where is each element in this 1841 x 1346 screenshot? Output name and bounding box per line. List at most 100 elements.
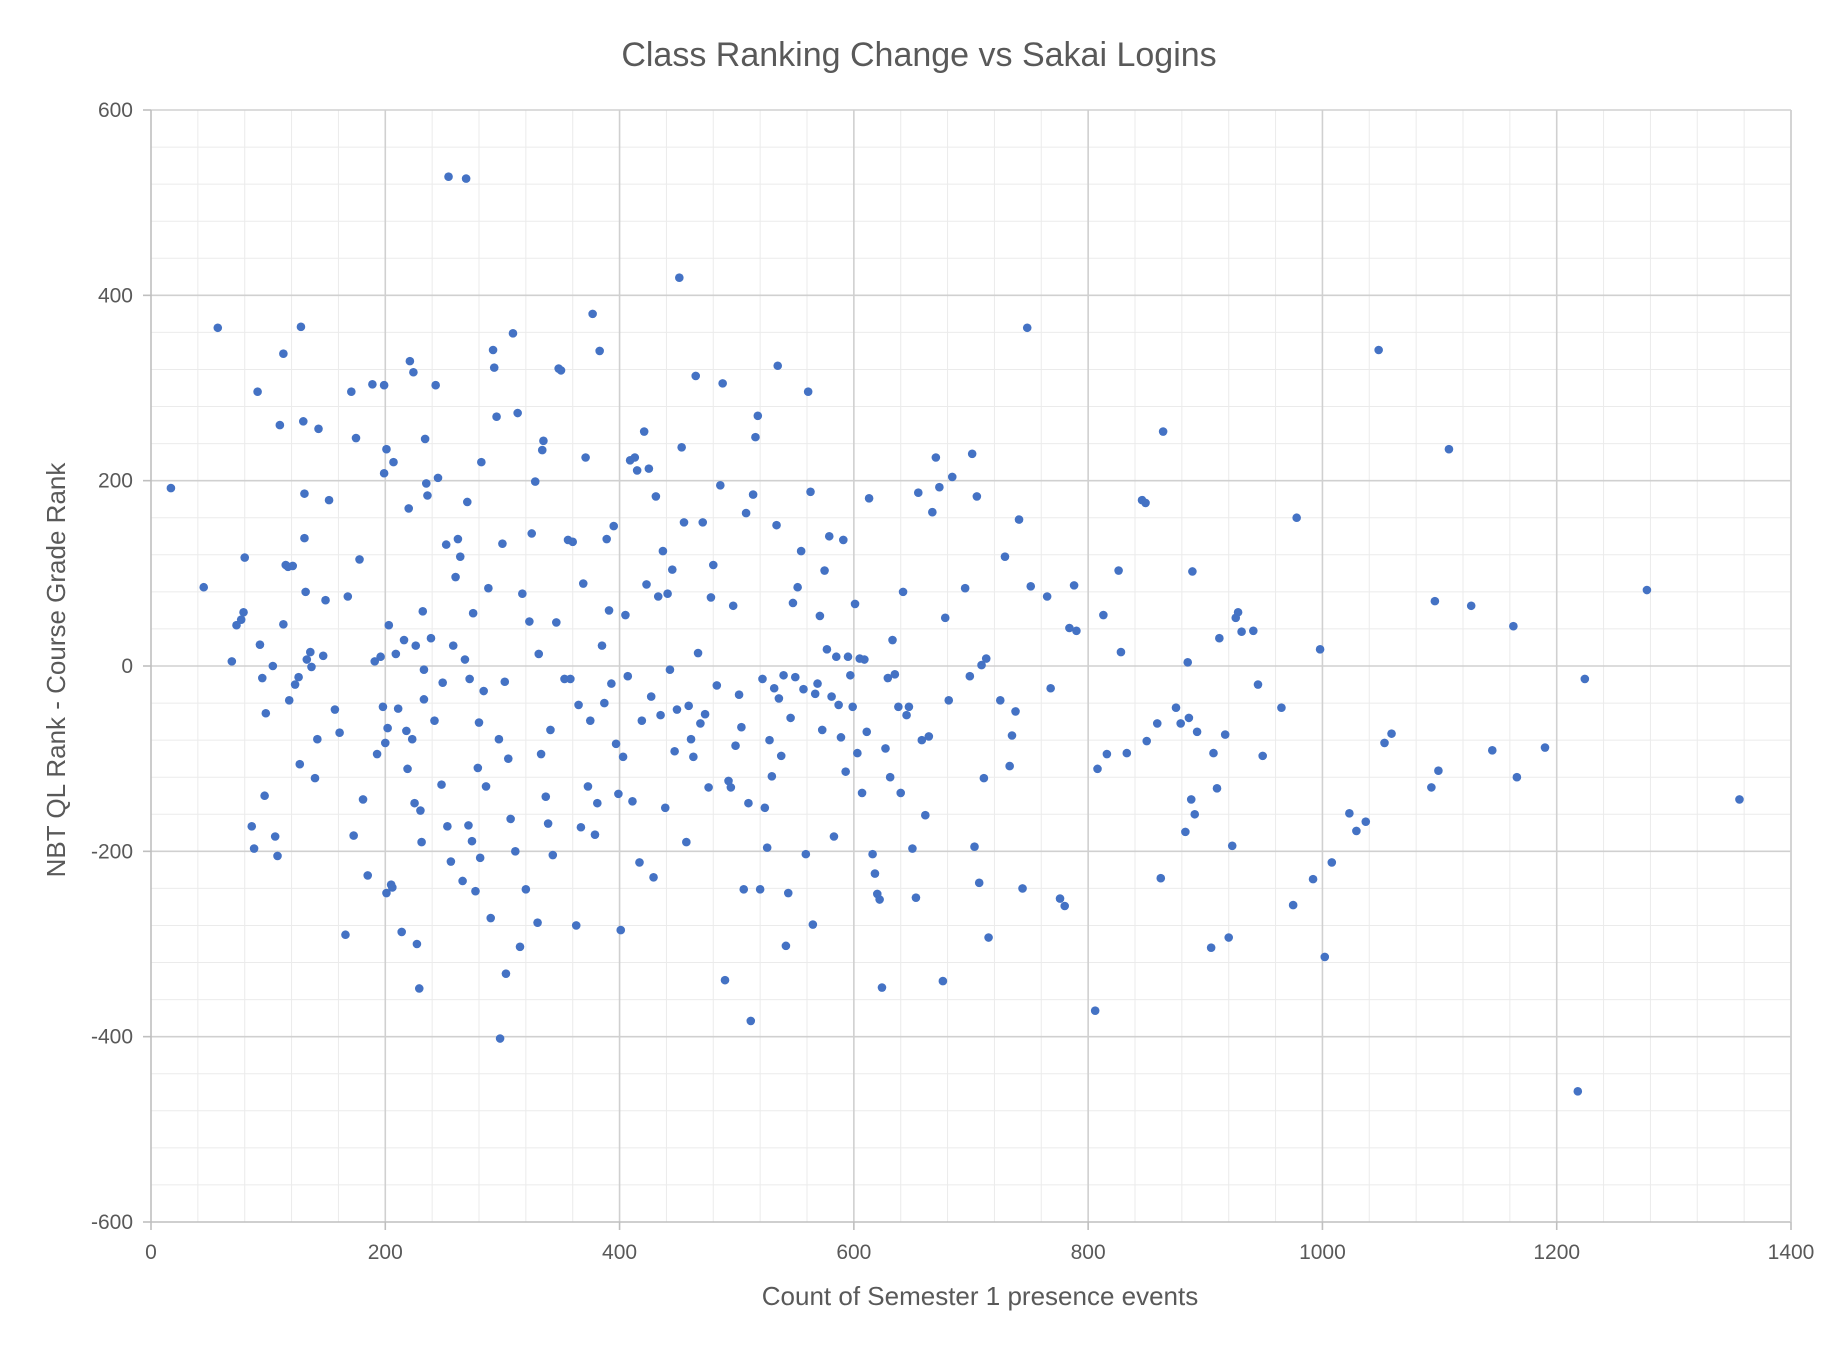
- data-point: [731, 741, 740, 750]
- data-point: [471, 886, 480, 896]
- data-point: [543, 819, 553, 828]
- data-point: [965, 671, 975, 681]
- data-point: [552, 618, 561, 627]
- y-tick-label: 200: [98, 470, 133, 493]
- data-point: [1224, 933, 1234, 942]
- data-point: [881, 744, 890, 753]
- data-point: [1361, 817, 1371, 826]
- data-point: [776, 751, 786, 761]
- data-point: [433, 473, 443, 483]
- data-point: [349, 831, 358, 840]
- data-point: [817, 725, 827, 735]
- data-point: [1308, 874, 1318, 884]
- data-point: [465, 674, 474, 684]
- data-point: [786, 713, 795, 723]
- y-tick-label: 0: [121, 655, 133, 678]
- data-point: [423, 491, 432, 500]
- data-point: [236, 615, 246, 624]
- data-point: [414, 984, 424, 993]
- data-point: [607, 679, 616, 688]
- data-point: [521, 885, 531, 894]
- data-point: [1014, 515, 1024, 524]
- data-point: [368, 379, 377, 389]
- data-point: [890, 670, 900, 679]
- data-point: [402, 726, 411, 736]
- data-point: [249, 844, 259, 853]
- data-point: [298, 417, 308, 426]
- data-point: [294, 672, 303, 682]
- data-point: [1206, 943, 1216, 953]
- data-point: [399, 635, 409, 645]
- data-point: [632, 466, 642, 475]
- data-point: [848, 702, 857, 712]
- data-point: [382, 444, 391, 454]
- data-point: [1215, 633, 1224, 643]
- data-point: [639, 427, 649, 436]
- data-point: [279, 349, 288, 359]
- data-point: [793, 582, 802, 592]
- data-point: [822, 645, 832, 654]
- major-gridlines: [151, 109, 1792, 1222]
- data-point: [260, 791, 269, 801]
- data-point: [917, 735, 927, 745]
- data-point: [363, 871, 373, 880]
- data-point: [616, 925, 626, 935]
- data-point: [455, 552, 465, 561]
- data-point: [600, 698, 609, 708]
- data-point: [1090, 1006, 1100, 1016]
- data-point: [718, 379, 727, 388]
- data-point: [574, 700, 583, 710]
- data-point: [691, 371, 701, 381]
- data-point: [1190, 809, 1200, 819]
- data-point: [813, 679, 822, 688]
- data-point: [781, 941, 791, 951]
- data-point: [397, 927, 406, 937]
- data-point: [1102, 749, 1112, 759]
- data-point: [1192, 727, 1202, 737]
- data-point: [1327, 858, 1337, 867]
- data-point: [970, 842, 979, 851]
- data-point: [924, 732, 934, 741]
- data-point: [441, 540, 451, 549]
- x-tick-label: 1000: [1299, 1241, 1346, 1264]
- data-point: [597, 641, 607, 650]
- data-point: [875, 895, 884, 904]
- data-point: [820, 566, 829, 575]
- data-point: [1573, 1087, 1583, 1096]
- data-point: [306, 647, 315, 657]
- data-point: [409, 367, 418, 377]
- data-point: [635, 858, 644, 867]
- data-point: [1116, 647, 1126, 657]
- data-point: [495, 1034, 505, 1043]
- data-point: [1114, 566, 1123, 575]
- data-point: [537, 445, 547, 455]
- data-point: [693, 648, 703, 658]
- data-point: [843, 652, 853, 662]
- data-point: [974, 878, 984, 888]
- y-tick-label: -400: [91, 1026, 133, 1049]
- data-point: [546, 725, 555, 735]
- data-point: [651, 492, 661, 501]
- data-point: [536, 749, 546, 759]
- data-point: [568, 537, 578, 547]
- data-point: [268, 661, 278, 671]
- data-point: [870, 869, 880, 878]
- data-point: [257, 673, 267, 683]
- data-point: [1427, 783, 1436, 792]
- data-point: [1487, 746, 1497, 755]
- data-point: [769, 683, 779, 693]
- data-point: [748, 490, 758, 499]
- data-point: [1183, 657, 1193, 667]
- data-point: [488, 345, 498, 355]
- data-point: [1055, 894, 1065, 903]
- data-point: [295, 759, 305, 769]
- data-point: [614, 789, 623, 799]
- data-point: [931, 453, 941, 462]
- data-point: [1176, 719, 1185, 728]
- data-point: [416, 806, 425, 815]
- data-point: [860, 655, 869, 664]
- data-point: [1233, 607, 1243, 617]
- x-tick-label: 0: [145, 1241, 157, 1264]
- data-point: [760, 803, 770, 813]
- data-point: [548, 850, 558, 860]
